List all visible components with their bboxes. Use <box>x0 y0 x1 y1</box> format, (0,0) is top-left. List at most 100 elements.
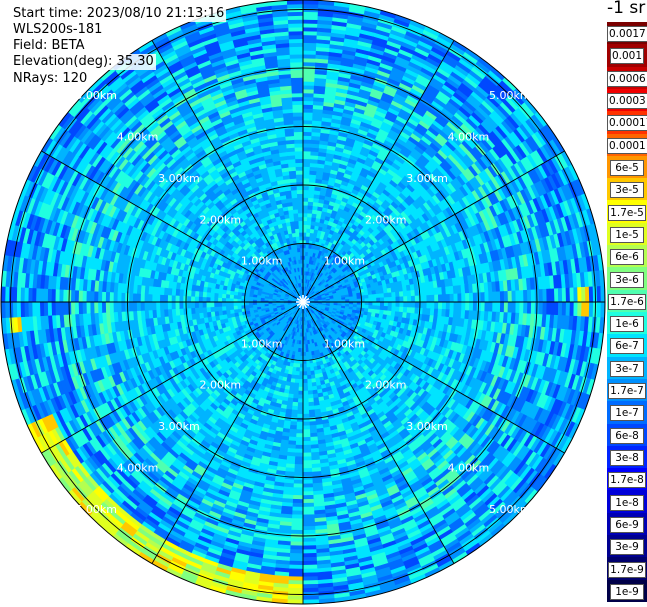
field-cell <box>306 378 312 384</box>
field-cell <box>488 291 494 303</box>
field-cell <box>302 212 309 218</box>
field-cell <box>375 293 381 299</box>
field-cell <box>430 294 435 303</box>
field-cell <box>302 158 311 164</box>
field-cell <box>302 460 312 465</box>
field-cell <box>472 301 478 312</box>
field-cell <box>302 371 308 376</box>
field-cell <box>305 355 310 361</box>
field-cell <box>434 294 439 303</box>
field-cell <box>302 88 315 94</box>
field-cell <box>383 297 389 303</box>
field-cell <box>372 301 377 307</box>
field-cell <box>426 301 432 310</box>
field-cell <box>302 421 310 427</box>
field-cell <box>364 298 370 303</box>
field-cell <box>403 296 408 303</box>
field-cell <box>297 386 304 392</box>
field-cell <box>302 429 311 434</box>
field-cell <box>407 301 412 309</box>
field-cell <box>302 452 312 458</box>
field-cell <box>364 294 370 300</box>
field-cell <box>295 436 304 442</box>
field-cell <box>291 401 299 407</box>
field-cell <box>307 212 313 218</box>
field-cell <box>302 382 308 388</box>
field-cell <box>511 301 517 314</box>
field-cell <box>553 288 559 303</box>
field-cell <box>295 440 304 446</box>
field-cell <box>472 292 478 303</box>
field-cell <box>294 456 304 462</box>
field-cell <box>371 293 377 299</box>
field-cell <box>511 290 517 303</box>
field-cell <box>542 301 548 316</box>
field-cell <box>437 301 443 310</box>
field-cell <box>402 306 408 314</box>
field-cell <box>302 355 307 361</box>
field-cell <box>302 568 318 574</box>
field-cell <box>426 294 432 303</box>
field-cell <box>302 522 316 527</box>
field-cell <box>302 162 311 168</box>
field-cell <box>391 296 397 303</box>
field-cell <box>306 220 312 226</box>
field-cell <box>289 556 304 562</box>
field-cell <box>302 22 318 28</box>
field-cell <box>499 291 505 303</box>
field-cell <box>302 123 313 129</box>
field-cell <box>295 433 304 438</box>
field-cell <box>307 204 314 210</box>
field-cell <box>288 576 304 582</box>
field-cell <box>302 150 312 156</box>
field-cell <box>302 467 313 473</box>
field-cell <box>376 297 381 303</box>
field-cell <box>307 401 315 407</box>
field-cell <box>302 440 311 446</box>
field-cell <box>302 108 314 113</box>
field-cell <box>302 84 315 90</box>
field-cell <box>302 498 314 504</box>
field-cell <box>422 295 428 303</box>
field-cell <box>302 197 309 202</box>
field-cell <box>387 306 393 312</box>
field-cell <box>461 301 466 311</box>
field-cell <box>302 69 316 75</box>
field-cell <box>376 301 381 307</box>
field-cell <box>292 494 304 500</box>
field-cell <box>293 464 304 469</box>
field-cell <box>302 96 315 102</box>
field-cell <box>302 228 308 233</box>
field-cell <box>546 301 552 316</box>
field-cell <box>302 398 309 404</box>
field-cell <box>503 301 509 314</box>
field-cell <box>306 374 312 380</box>
field-cell <box>387 292 393 298</box>
field-cell <box>302 46 317 52</box>
field-cell <box>422 301 428 309</box>
field-cell <box>295 425 304 431</box>
field-cell <box>414 295 420 303</box>
field-cell <box>297 398 304 404</box>
field-cell <box>302 127 313 133</box>
field-cell <box>577 301 583 317</box>
field-cell <box>495 301 501 313</box>
field-cell <box>356 295 362 300</box>
field-cell <box>302 30 318 36</box>
field-cell <box>302 73 316 79</box>
field-cell <box>302 491 314 496</box>
field-cell <box>302 104 314 110</box>
field-cell <box>302 115 314 121</box>
field-cell <box>302 216 308 222</box>
field-cell <box>546 288 552 303</box>
field-cell <box>399 301 405 308</box>
field-cell <box>298 375 304 380</box>
field-cell <box>402 290 408 298</box>
field-cell <box>395 296 401 303</box>
field-cell <box>293 475 304 481</box>
field-cell <box>292 394 299 400</box>
field-cell <box>480 301 486 312</box>
field-cell <box>302 146 312 152</box>
field-cell <box>387 301 393 308</box>
field-cell <box>302 576 318 582</box>
